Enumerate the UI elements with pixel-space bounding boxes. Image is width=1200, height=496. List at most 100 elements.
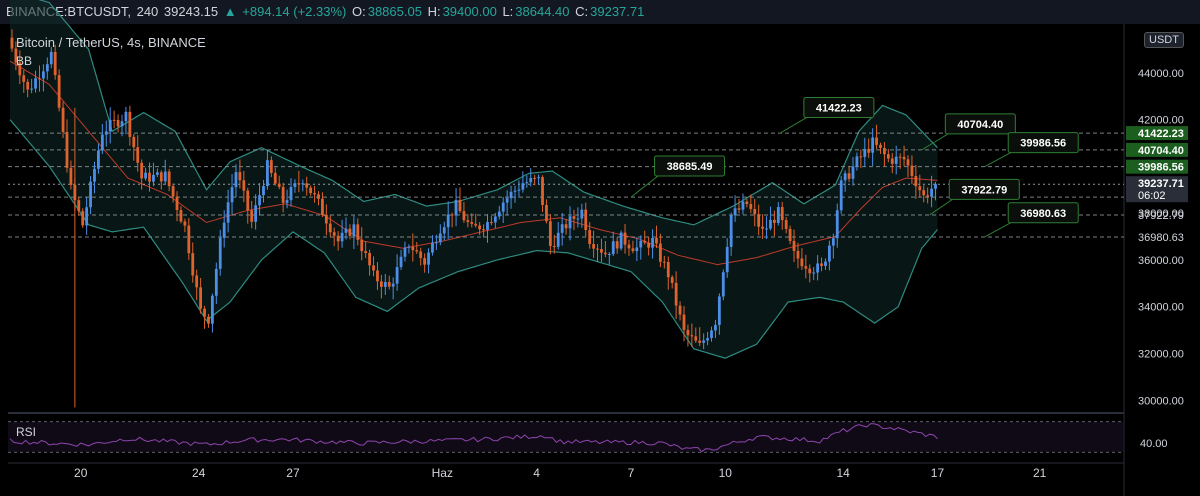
candle-body [191,253,195,276]
candle-body [454,199,458,216]
candle-body [780,207,784,221]
candle-body [372,265,375,271]
candle-body [65,132,69,168]
candle-body [753,209,757,215]
bb-band-fill [10,0,938,359]
candle-body [721,272,725,297]
bb-indicator-label[interactable]: BB [16,54,33,68]
candle-body [733,208,737,216]
candle-body [792,240,796,251]
candle-body [694,336,698,341]
current-price-label: 39237.71 [1138,178,1184,190]
candle-body [835,210,839,239]
candle-body [214,268,218,296]
candle-body [855,156,859,167]
y-tick-label-0: 30000.00 [1138,395,1184,407]
candle-body [195,275,199,288]
candle-body [132,136,136,148]
candle-body [749,204,753,210]
candle-body [729,215,733,247]
candle-body [796,250,800,259]
candle-body [423,258,427,265]
candle-body [710,330,713,339]
candle-body [776,207,780,223]
candle-body [930,188,933,197]
candle-body [706,338,709,341]
up-arrow-icon: ▲ [223,4,237,19]
candle-body [297,183,301,185]
candle-body [607,254,611,256]
candle-body [600,249,603,253]
candle-body [171,186,175,197]
candle-body [678,305,682,315]
candle-body [568,216,572,229]
candle-body [352,224,356,236]
rsi-line [9,423,938,453]
candle-body [690,335,694,337]
candle-body [576,218,580,220]
candle-body [383,282,387,287]
candle-body [871,137,875,153]
candle-body [521,183,525,190]
candle-body [784,220,788,229]
rsi-tick-label: 40.00 [1140,438,1168,450]
candle-body [501,202,505,212]
candle-body [85,207,89,226]
candle-body [883,147,886,155]
candle-body [572,216,576,219]
candle-body [258,195,261,206]
candle-body [596,248,599,250]
candle-body [273,172,277,184]
currency-badge[interactable]: USDT [1144,32,1184,48]
candle-body [281,186,285,203]
candle-body [324,214,328,224]
candle-body [415,250,419,252]
candle-body [525,182,529,184]
candle-body [643,240,647,243]
candle-body [914,176,918,187]
candle-body [77,200,81,212]
candle-body [230,187,234,203]
candle-body [328,223,332,233]
level-badge-1 [1126,142,1188,157]
candle-body [18,62,22,76]
candle-body [509,191,513,199]
candle-body [148,172,151,182]
candle-body [493,216,497,223]
close-label: C: [575,4,589,19]
candle-body [867,148,871,153]
candle-body [639,240,643,248]
level-badge-label-2: 39986.56 [1138,162,1184,174]
candle-body [859,156,863,158]
interval[interactable]: 240 [136,4,159,19]
candle-body [886,154,890,159]
candle-body [474,223,478,226]
candle-body [305,183,309,188]
candle-body [210,295,214,324]
candle-body [38,78,41,80]
candle-body [564,224,568,229]
callout-box-2 [944,113,1016,135]
candle-body [655,237,658,244]
candle-body [541,177,544,205]
candle-body [332,232,336,236]
candle-body [34,78,37,89]
candle-body [765,228,768,230]
candle-body [890,158,894,164]
candle-body [57,75,61,108]
callout-pointer-3 [984,150,1015,168]
rsi-indicator-label[interactable]: RSI [16,425,37,439]
candle-body [910,165,914,177]
high-label: H: [427,4,441,19]
candle-body [584,209,588,231]
candle-body [682,314,686,330]
candle-body [808,268,812,274]
candle-body [875,137,878,145]
candle-body [517,189,521,191]
candle-body [218,237,222,269]
candle-body [670,277,674,283]
candle-body [140,162,144,179]
candle-body [368,252,371,266]
candle-body [254,205,258,222]
